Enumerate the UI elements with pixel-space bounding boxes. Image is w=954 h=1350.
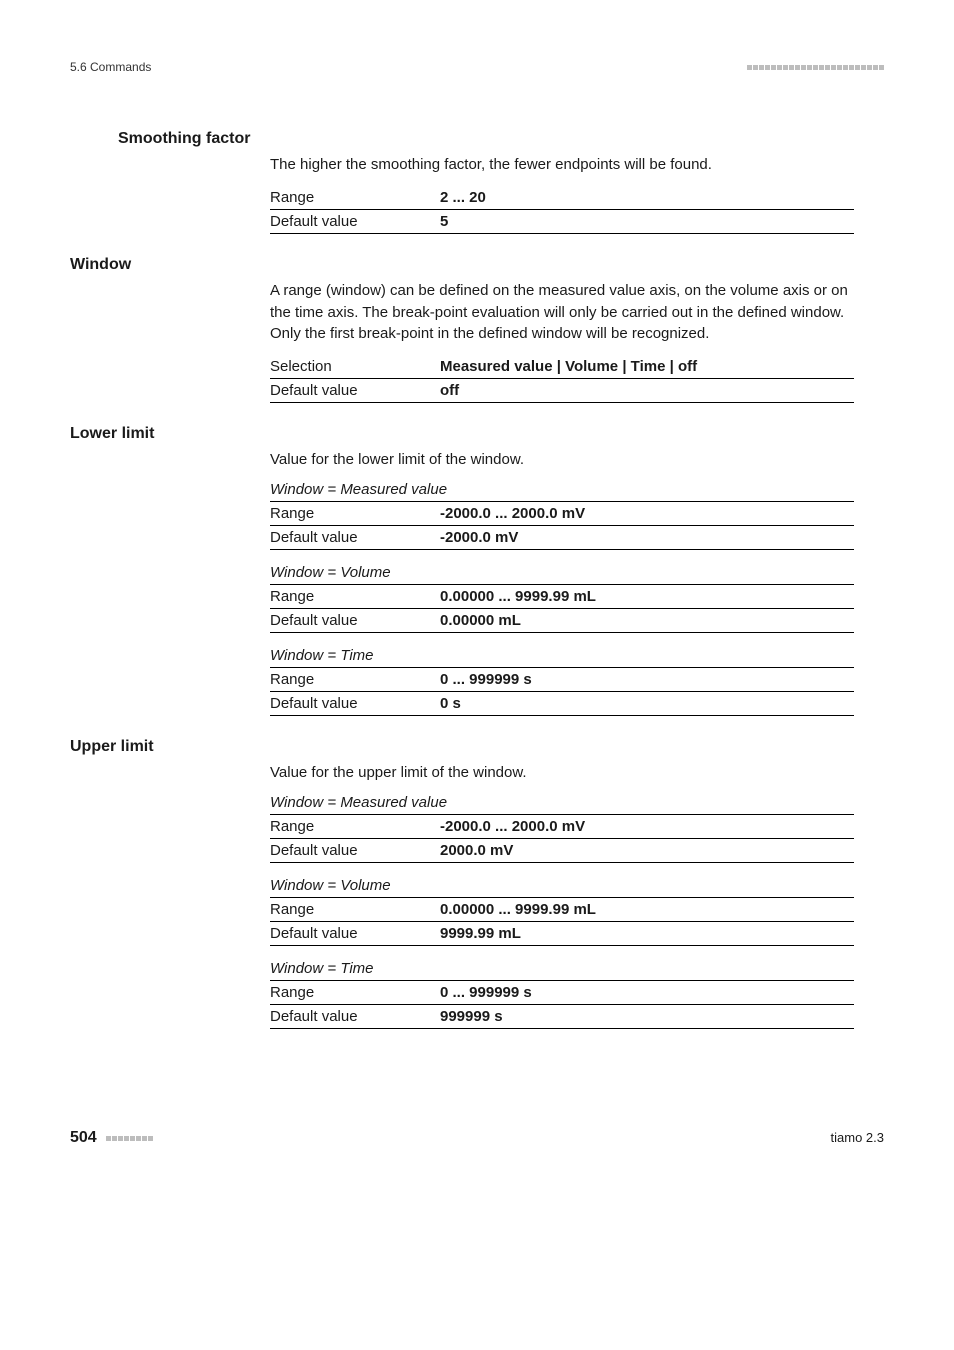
heading-window: Window <box>70 256 884 274</box>
lower-limit-label: Default value <box>270 612 440 629</box>
lower-limit-row: Default value0.00000 mL <box>270 609 854 633</box>
lower-limit-label: Range <box>270 671 440 688</box>
upper-limit-row: Range-2000.0 ... 2000.0 mV <box>270 815 854 839</box>
lower-limit-caption: Window = Time <box>270 647 854 668</box>
window-label: Selection <box>270 358 440 375</box>
footer-product-label: tiamo 2.3 <box>831 1130 884 1145</box>
page-header: 5.6 Commands <box>70 60 884 74</box>
window-value: Measured value | Volume | Time | off <box>440 358 854 375</box>
upper-limit-value: 2000.0 mV <box>440 842 854 859</box>
smoothing-value: 5 <box>440 213 854 230</box>
lower-limit-value: -2000.0 ... 2000.0 mV <box>440 505 854 522</box>
upper-limit-label: Default value <box>270 842 440 859</box>
upper-limit-value: 999999 s <box>440 1008 854 1025</box>
lower-limit-value: 0 ... 999999 s <box>440 671 854 688</box>
window-row: Default valueoff <box>270 379 854 403</box>
header-tick-icon <box>747 65 884 70</box>
upper-limit-row: Default value2000.0 mV <box>270 839 854 863</box>
lower-limit-row: Default value0 s <box>270 692 854 716</box>
heading-lower-limit: Lower limit <box>70 425 884 443</box>
upper-limit-value: 0.00000 ... 9999.99 mL <box>440 901 854 918</box>
upper-limit-caption: Window = Measured value <box>270 794 854 815</box>
upper-limit-table: Window = TimeRange0 ... 999999 sDefault … <box>270 960 854 1029</box>
desc-smoothing-factor: The higher the smoothing factor, the few… <box>270 154 854 176</box>
lower-limit-row: Range0 ... 999999 s <box>270 668 854 692</box>
footer-page-number: 504 <box>70 1129 97 1146</box>
lower-limit-value: 0.00000 ... 9999.99 mL <box>440 588 854 605</box>
window-value: off <box>440 382 854 399</box>
lower-limit-value: 0.00000 mL <box>440 612 854 629</box>
upper-limit-label: Range <box>270 984 440 1001</box>
lower-limit-caption: Window = Measured value <box>270 481 854 502</box>
upper-limit-value: 9999.99 mL <box>440 925 854 942</box>
lower-limit-caption: Window = Volume <box>270 564 854 585</box>
lower-limit-table: Window = TimeRange0 ... 999999 sDefault … <box>270 647 854 716</box>
upper-limit-row: Range0 ... 999999 s <box>270 981 854 1005</box>
upper-limit-row: Default value999999 s <box>270 1005 854 1029</box>
lower-limit-label: Default value <box>270 529 440 546</box>
table-window: SelectionMeasured value | Volume | Time … <box>270 355 854 403</box>
upper-limit-label: Range <box>270 901 440 918</box>
page-footer: 504 tiamo 2.3 <box>70 1129 884 1147</box>
lower-limit-table: Window = VolumeRange0.00000 ... 9999.99 … <box>270 564 854 633</box>
lower-limit-value: -2000.0 mV <box>440 529 854 546</box>
upper-limit-table: Window = Measured valueRange-2000.0 ... … <box>270 794 854 863</box>
smoothing-label: Default value <box>270 213 440 230</box>
upper-limit-value: -2000.0 ... 2000.0 mV <box>440 818 854 835</box>
lower-limit-value: 0 s <box>440 695 854 712</box>
upper-limit-label: Range <box>270 818 440 835</box>
lower-limit-row: Range0.00000 ... 9999.99 mL <box>270 585 854 609</box>
footer-left: 504 <box>70 1129 153 1147</box>
upper-limit-caption: Window = Volume <box>270 877 854 898</box>
table-smoothing-factor: Range2 ... 20Default value5 <box>270 186 854 234</box>
upper-limit-table: Window = VolumeRange0.00000 ... 9999.99 … <box>270 877 854 946</box>
lower-limit-label: Default value <box>270 695 440 712</box>
smoothing-value: 2 ... 20 <box>440 189 854 206</box>
smoothing-row: Default value5 <box>270 210 854 234</box>
lower-limit-label: Range <box>270 588 440 605</box>
upper-limit-label: Default value <box>270 1008 440 1025</box>
desc-window: A range (window) can be defined on the m… <box>270 280 854 345</box>
upper-limit-caption: Window = Time <box>270 960 854 981</box>
lower-limit-label: Range <box>270 505 440 522</box>
heading-upper-limit: Upper limit <box>70 738 884 756</box>
lower-limit-row: Range-2000.0 ... 2000.0 mV <box>270 502 854 526</box>
heading-smoothing-factor: Smoothing factor <box>118 130 884 148</box>
smoothing-row: Range2 ... 20 <box>270 186 854 210</box>
footer-tick-icon <box>106 1136 153 1141</box>
window-label: Default value <box>270 382 440 399</box>
upper-limit-row: Range0.00000 ... 9999.99 mL <box>270 898 854 922</box>
lower-limit-row: Default value-2000.0 mV <box>270 526 854 550</box>
desc-lower-limit: Value for the lower limit of the window. <box>270 449 854 471</box>
upper-limit-label: Default value <box>270 925 440 942</box>
smoothing-label: Range <box>270 189 440 206</box>
desc-upper-limit: Value for the upper limit of the window. <box>270 762 854 784</box>
header-section-label: 5.6 Commands <box>70 60 151 74</box>
lower-limit-table: Window = Measured valueRange-2000.0 ... … <box>270 481 854 550</box>
upper-limit-row: Default value9999.99 mL <box>270 922 854 946</box>
window-row: SelectionMeasured value | Volume | Time … <box>270 355 854 379</box>
upper-limit-value: 0 ... 999999 s <box>440 984 854 1001</box>
